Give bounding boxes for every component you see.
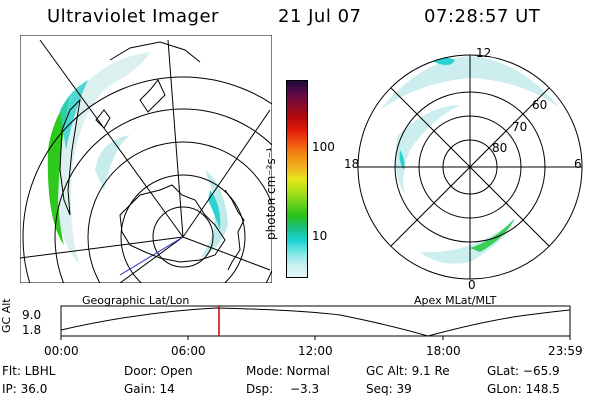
ip-status: IP: 36.0: [2, 382, 48, 396]
timeline-y-label-high: 9.0: [22, 308, 42, 322]
instrument-title: Ultraviolet Imager: [47, 6, 219, 27]
mode-status: Mode: Normal: [246, 364, 330, 378]
glat-status: GLat: −65.9: [487, 364, 560, 378]
colorbar-tick-10: 10: [312, 229, 328, 243]
lat-label-70: 70: [512, 120, 528, 134]
glon-status: GLon: 148.5: [487, 382, 560, 396]
map-grid: [20, 35, 272, 283]
colorbar-tick-100: 100: [312, 140, 335, 154]
gain-status: Gain: 14: [124, 382, 175, 396]
filter-status: Flt: LBHL: [2, 364, 56, 378]
dsp-label: Dsp:: [246, 382, 274, 396]
colorbar: [286, 80, 308, 278]
timeline-x-label-1800: 18:00: [426, 344, 461, 358]
dsp-value: −3.3: [290, 382, 320, 396]
lat-label-80: 80: [492, 141, 508, 155]
timeline-x-label-1200: 12:00: [298, 344, 333, 358]
door-status: Door: Open: [124, 364, 193, 378]
timeline-y-label-low: 1.8: [22, 323, 42, 337]
mlt-label-0: 0: [468, 278, 476, 292]
left-panel-caption: Geographic Lat/Lon: [82, 294, 190, 307]
lat-label-60: 60: [532, 98, 548, 112]
timeline-x-label-0600: 06:00: [171, 344, 206, 358]
date-label: 21 Jul 07: [278, 6, 362, 27]
time-label: 07:28:57 UT: [424, 6, 541, 27]
gc-alt-status: GC Alt: 9.1 Re: [366, 364, 450, 378]
timeline-x-label-0000: 00:00: [44, 344, 79, 358]
seq-status: Seq: 39: [366, 382, 412, 396]
mlt-label-18: 18: [344, 157, 360, 171]
right-panel-caption: Apex MLat/MLT: [414, 294, 497, 307]
mlt-label-6: 6: [574, 157, 582, 171]
timeline-x-label-2359: 23:59: [548, 344, 583, 358]
mlt-label-12: 12: [476, 46, 492, 60]
